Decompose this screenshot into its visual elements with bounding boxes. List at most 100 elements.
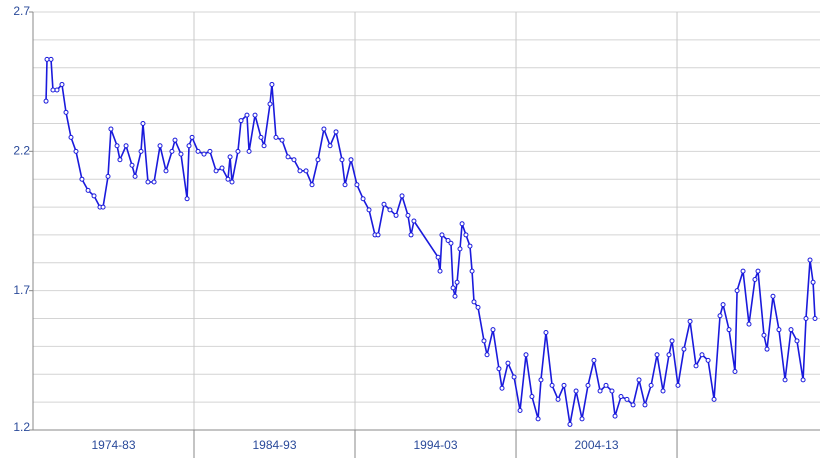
data-point <box>654 352 660 358</box>
data-point <box>321 126 327 132</box>
data-point <box>490 327 496 333</box>
data-point <box>225 176 231 182</box>
data-point <box>705 357 711 363</box>
x-band-label: 2004-13 <box>574 438 618 452</box>
data-point <box>579 416 585 422</box>
data-point <box>195 148 201 154</box>
data-point <box>157 143 163 149</box>
data-point <box>246 148 252 154</box>
data-point <box>129 162 135 168</box>
x-band-label: 1984-93 <box>252 438 296 452</box>
data-point <box>213 168 219 174</box>
data-point <box>693 363 699 369</box>
data-point <box>800 377 806 383</box>
data-point <box>467 243 473 249</box>
data-point <box>591 357 597 363</box>
data-point <box>740 268 746 274</box>
data-point <box>269 81 275 87</box>
y-tick-label: 1.2 <box>13 420 30 434</box>
data-point <box>186 143 192 149</box>
data-point <box>354 182 360 188</box>
data-point <box>375 232 381 238</box>
data-point <box>484 352 490 358</box>
data-point <box>327 143 333 149</box>
data-point <box>469 268 475 274</box>
data-point <box>609 388 615 394</box>
data-point <box>201 151 207 157</box>
data-point <box>85 187 91 193</box>
data-point <box>309 182 315 188</box>
data-point <box>764 346 770 352</box>
data-point <box>475 304 481 310</box>
data-point <box>782 377 788 383</box>
data-point <box>585 382 591 388</box>
data-point <box>50 87 56 93</box>
data-point <box>505 360 511 366</box>
data-point <box>648 382 654 388</box>
data-point <box>411 218 417 224</box>
data-point <box>91 193 97 199</box>
data-point <box>529 394 535 400</box>
data-point <box>339 157 345 163</box>
data-point <box>169 148 175 154</box>
data-point <box>123 143 129 149</box>
data-point <box>100 204 106 210</box>
data-point <box>755 268 761 274</box>
data-point <box>720 302 726 308</box>
data-point <box>405 212 411 218</box>
data-point <box>803 316 809 322</box>
data-point <box>315 157 321 163</box>
data-point <box>43 98 49 104</box>
data-point <box>117 157 123 163</box>
data-point <box>561 382 567 388</box>
data-point <box>717 313 723 319</box>
data-point <box>454 279 460 285</box>
data-point <box>660 388 666 394</box>
data-point <box>496 366 502 372</box>
data-point <box>636 377 642 383</box>
data-point <box>244 112 250 118</box>
data-point <box>229 179 235 185</box>
data-point <box>68 134 74 140</box>
data-point <box>669 338 675 344</box>
data-point <box>105 173 111 179</box>
data-point <box>459 221 465 227</box>
x-band-label: 1974-83 <box>91 438 135 452</box>
data-point <box>687 318 693 324</box>
data-point <box>642 402 648 408</box>
y-tick-label: 1.7 <box>13 283 30 297</box>
data-point <box>273 134 279 140</box>
data-point <box>189 134 195 140</box>
data-point <box>555 396 561 402</box>
data-point <box>445 238 451 244</box>
x-band-label: 1994-03 <box>413 438 457 452</box>
data-point <box>63 109 69 115</box>
data-point <box>624 396 630 402</box>
data-point <box>108 126 114 132</box>
y-tick-label: 2.7 <box>13 4 30 18</box>
data-point <box>597 388 603 394</box>
data-point <box>297 168 303 174</box>
data-point <box>734 288 740 294</box>
data-point <box>227 154 233 160</box>
data-point <box>538 377 544 383</box>
data-point <box>439 232 445 238</box>
data-point <box>732 368 738 374</box>
data-point <box>517 407 523 413</box>
data-point <box>761 332 767 338</box>
data-point <box>138 148 144 154</box>
data-point <box>603 382 609 388</box>
data-point <box>79 176 85 182</box>
data-point <box>399 193 405 199</box>
data-point <box>549 382 555 388</box>
data-point <box>238 118 244 124</box>
data-point <box>752 277 758 283</box>
data-point <box>44 56 50 62</box>
data-point <box>140 120 146 126</box>
data-point <box>235 148 241 154</box>
data-point <box>279 137 285 143</box>
data-point <box>132 173 138 179</box>
data-point <box>178 151 184 157</box>
data-point <box>291 157 297 163</box>
